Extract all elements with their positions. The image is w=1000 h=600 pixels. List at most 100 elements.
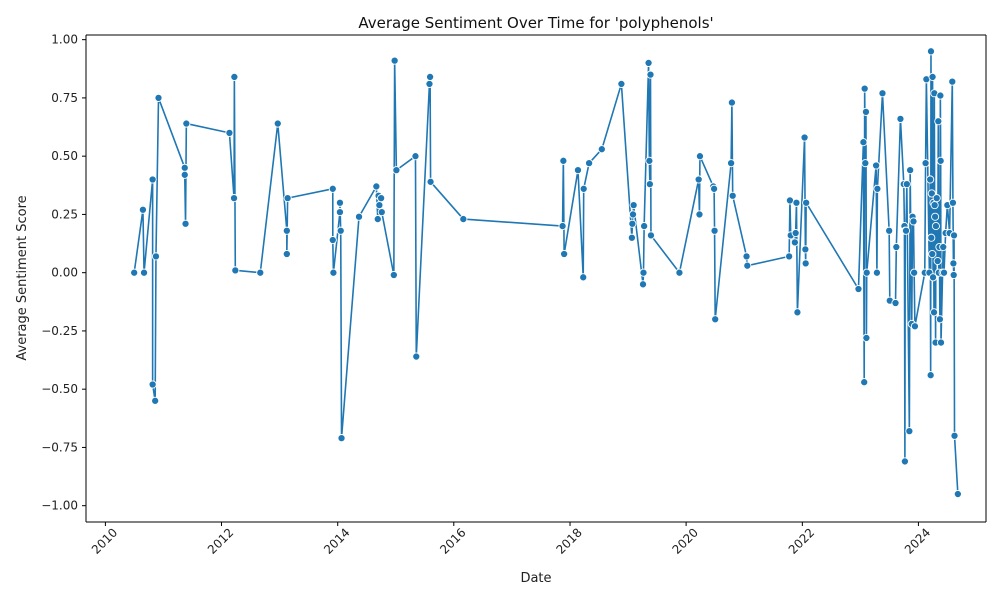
data-point <box>933 256 942 266</box>
data-point <box>645 156 654 165</box>
data-point <box>231 266 240 275</box>
data-point <box>148 380 157 389</box>
data-point <box>872 161 881 170</box>
data-point <box>392 166 401 175</box>
data-point <box>148 175 157 184</box>
data-point <box>628 210 638 219</box>
data-point <box>743 261 752 270</box>
data-point <box>948 77 957 86</box>
data-point <box>949 231 959 240</box>
data-point <box>906 166 915 175</box>
x-tick-label: 2022 <box>786 525 817 556</box>
data-point <box>900 457 909 466</box>
y-tick-label: −0.25 <box>41 324 78 338</box>
data-point <box>225 128 234 137</box>
data-point <box>793 308 802 317</box>
data-point <box>646 231 656 240</box>
data-point <box>629 201 638 210</box>
y-tick-label: −0.75 <box>41 440 78 454</box>
y-tick-label: 1.00 <box>51 33 78 47</box>
data-point <box>862 268 871 277</box>
data-point <box>905 427 914 436</box>
data-point <box>939 268 949 277</box>
data-point <box>426 72 435 81</box>
data-point <box>558 222 567 231</box>
data-point <box>862 333 871 342</box>
data-point <box>675 268 684 277</box>
data-point <box>928 72 937 81</box>
data-point <box>802 198 811 207</box>
data-point <box>230 72 239 81</box>
data-point <box>801 259 810 268</box>
data-point <box>130 268 139 277</box>
data-point <box>939 242 948 252</box>
data-point <box>948 198 957 207</box>
data-point <box>926 47 936 56</box>
data-point <box>273 119 282 128</box>
y-tick-label: −1.00 <box>41 499 78 513</box>
data-point <box>411 152 420 161</box>
data-point <box>579 184 588 193</box>
data-point <box>645 180 654 189</box>
series-layer <box>130 47 962 499</box>
data-point <box>860 378 869 387</box>
data-point <box>372 182 381 191</box>
data-point <box>928 249 937 259</box>
data-point <box>644 58 653 68</box>
data-point <box>790 238 799 247</box>
data-point <box>934 117 943 126</box>
data-point <box>329 268 338 277</box>
data-point <box>896 114 905 123</box>
data-point <box>711 315 720 324</box>
data-point <box>389 270 398 280</box>
data-point <box>283 194 292 203</box>
data-point <box>931 212 940 221</box>
data-point <box>373 215 382 224</box>
data-point <box>640 222 649 231</box>
data-point <box>891 298 900 308</box>
data-point <box>910 268 919 277</box>
data-point <box>927 189 936 198</box>
data-point <box>282 249 291 259</box>
data-point <box>375 201 384 210</box>
data-point <box>390 56 399 65</box>
data-point <box>710 184 719 193</box>
data-point <box>695 152 704 161</box>
data-point <box>377 208 386 217</box>
data-point <box>377 194 386 203</box>
data-point <box>425 79 434 88</box>
data-point <box>953 489 962 499</box>
data-point <box>573 166 583 175</box>
plot-area <box>86 35 986 522</box>
data-point <box>861 107 871 116</box>
data-point <box>627 233 636 242</box>
data-point <box>256 268 265 277</box>
data-point <box>426 177 435 186</box>
x-axis-title: Date <box>520 571 551 586</box>
x-tick-label: 2012 <box>205 525 236 556</box>
data-point <box>926 371 935 380</box>
data-point <box>936 338 946 347</box>
data-point <box>459 215 468 224</box>
data-point <box>926 175 935 184</box>
y-tick-label: 0.25 <box>51 207 78 221</box>
data-point <box>617 79 626 88</box>
data-point <box>638 280 648 289</box>
data-point <box>646 70 655 79</box>
data-point <box>936 156 945 165</box>
data-point <box>860 84 869 93</box>
axes-layer <box>85 34 987 523</box>
y-tick-label: −0.50 <box>41 382 78 396</box>
data-point <box>859 138 868 147</box>
data-point <box>801 245 810 254</box>
data-point <box>335 198 344 207</box>
data-point <box>930 201 939 210</box>
y-tick-label: 0.00 <box>51 266 78 280</box>
x-tick-label: 2018 <box>553 525 584 556</box>
chart-title: Average Sentiment Over Time for 'polyphe… <box>358 14 713 32</box>
data-point <box>180 170 189 179</box>
data-point <box>559 156 568 165</box>
y-axis-title: Average Sentiment Score <box>15 195 30 360</box>
x-tick-label: 2010 <box>89 525 120 556</box>
